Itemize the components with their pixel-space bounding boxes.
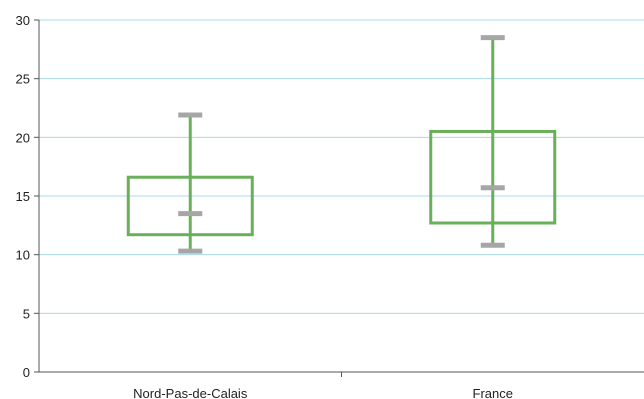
y-tick-label-20: 20 — [16, 130, 30, 145]
gridlines — [39, 19, 644, 314]
y-tick-label-15: 15 — [16, 189, 30, 204]
box-france — [429, 35, 557, 248]
category-label-nord-pas-de-calais: Nord-Pas-de-Calais — [133, 386, 248, 399]
iqr-box — [429, 129, 557, 225]
y-tick-labels: 0 5 10 15 20 25 30 — [16, 13, 30, 380]
category-label-france: France — [473, 386, 513, 399]
y-tick-label-10: 10 — [16, 248, 30, 263]
iqr-box — [126, 175, 254, 237]
boxes — [126, 35, 557, 254]
axes — [34, 19, 644, 377]
y-tick-label-25: 25 — [16, 72, 30, 87]
y-tick-label-30: 30 — [16, 13, 30, 28]
category-labels: Nord-Pas-de-Calais France — [133, 386, 513, 399]
y-tick-label-0: 0 — [23, 365, 30, 380]
y-tick-label-5: 5 — [23, 306, 30, 321]
box-nord-pas-de-calais — [126, 112, 254, 254]
